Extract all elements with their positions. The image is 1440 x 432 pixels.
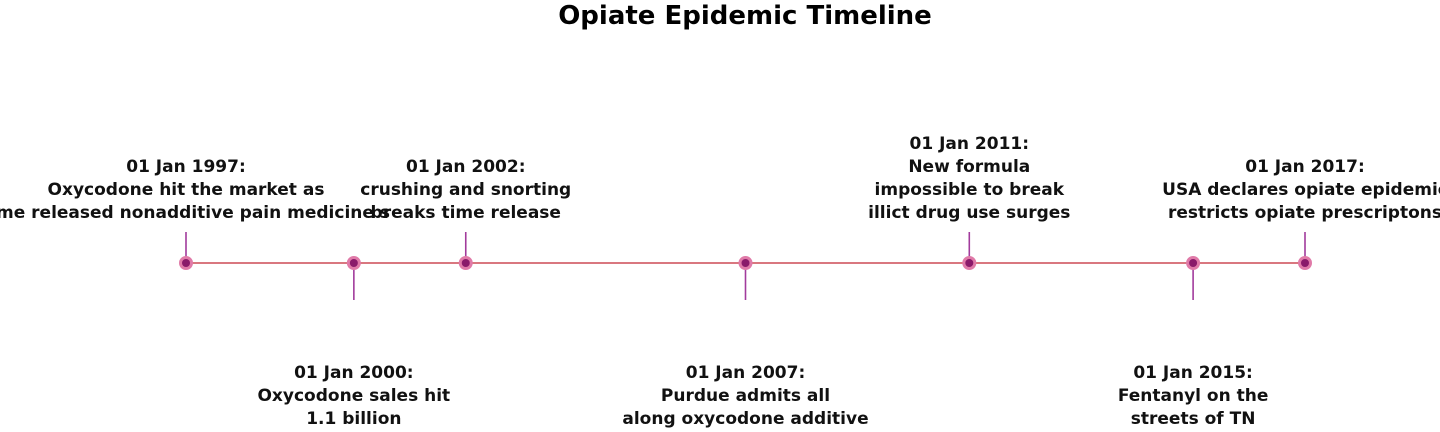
event-description-line: crushing and snorting (360, 180, 571, 200)
event-marker (179, 256, 193, 270)
event-date-label: 01 Jan 2015: (1133, 363, 1253, 383)
event-date-label: 01 Jan 2011: (910, 134, 1030, 154)
marker-group (179, 256, 1312, 270)
event-marker (962, 256, 977, 270)
event-description-line: USA declares opiate epidemic (1162, 180, 1440, 200)
event-description-line: Purdue admits all (661, 386, 830, 406)
event-date-label: 01 Jan 1997: (126, 157, 246, 177)
event-description-line: New formula (908, 157, 1030, 177)
event-description-line: impossible to break (875, 180, 1065, 200)
event-date-label: 01 Jan 2002: (406, 157, 526, 177)
event-description-line: time released nonadditive pain medicine … (0, 203, 390, 223)
event-description-line: 1.1 billion (306, 409, 401, 429)
event-marker (1186, 256, 1201, 270)
event-description-line: illict drug use surges (868, 203, 1070, 223)
event-date-label: 01 Jan 2007: (686, 363, 806, 383)
event-description-line: streets of TN (1131, 409, 1256, 429)
event-marker (458, 256, 473, 270)
chart-title: Opiate Epidemic Timeline (558, 1, 932, 31)
event-marker (346, 256, 361, 270)
event-description-line: along oxycodone additive (622, 409, 868, 429)
event-date-label: 01 Jan 2000: (294, 363, 414, 383)
event-description-line: Fentanyl on the (1118, 386, 1269, 406)
event-description-line: restricts opiate prescriptons (1168, 203, 1440, 223)
event-date-label: 01 Jan 2017: (1245, 157, 1365, 177)
event-marker (1298, 256, 1312, 270)
event-marker (738, 256, 753, 270)
event-description-line: Oxycodone sales hit (257, 386, 450, 406)
event-description-line: Oxycodone hit the market as (48, 180, 325, 200)
event-description-line: breaks time release (371, 203, 561, 223)
label-group: 01 Jan 1997: Oxycodone hit the market as t… (0, 134, 1440, 429)
